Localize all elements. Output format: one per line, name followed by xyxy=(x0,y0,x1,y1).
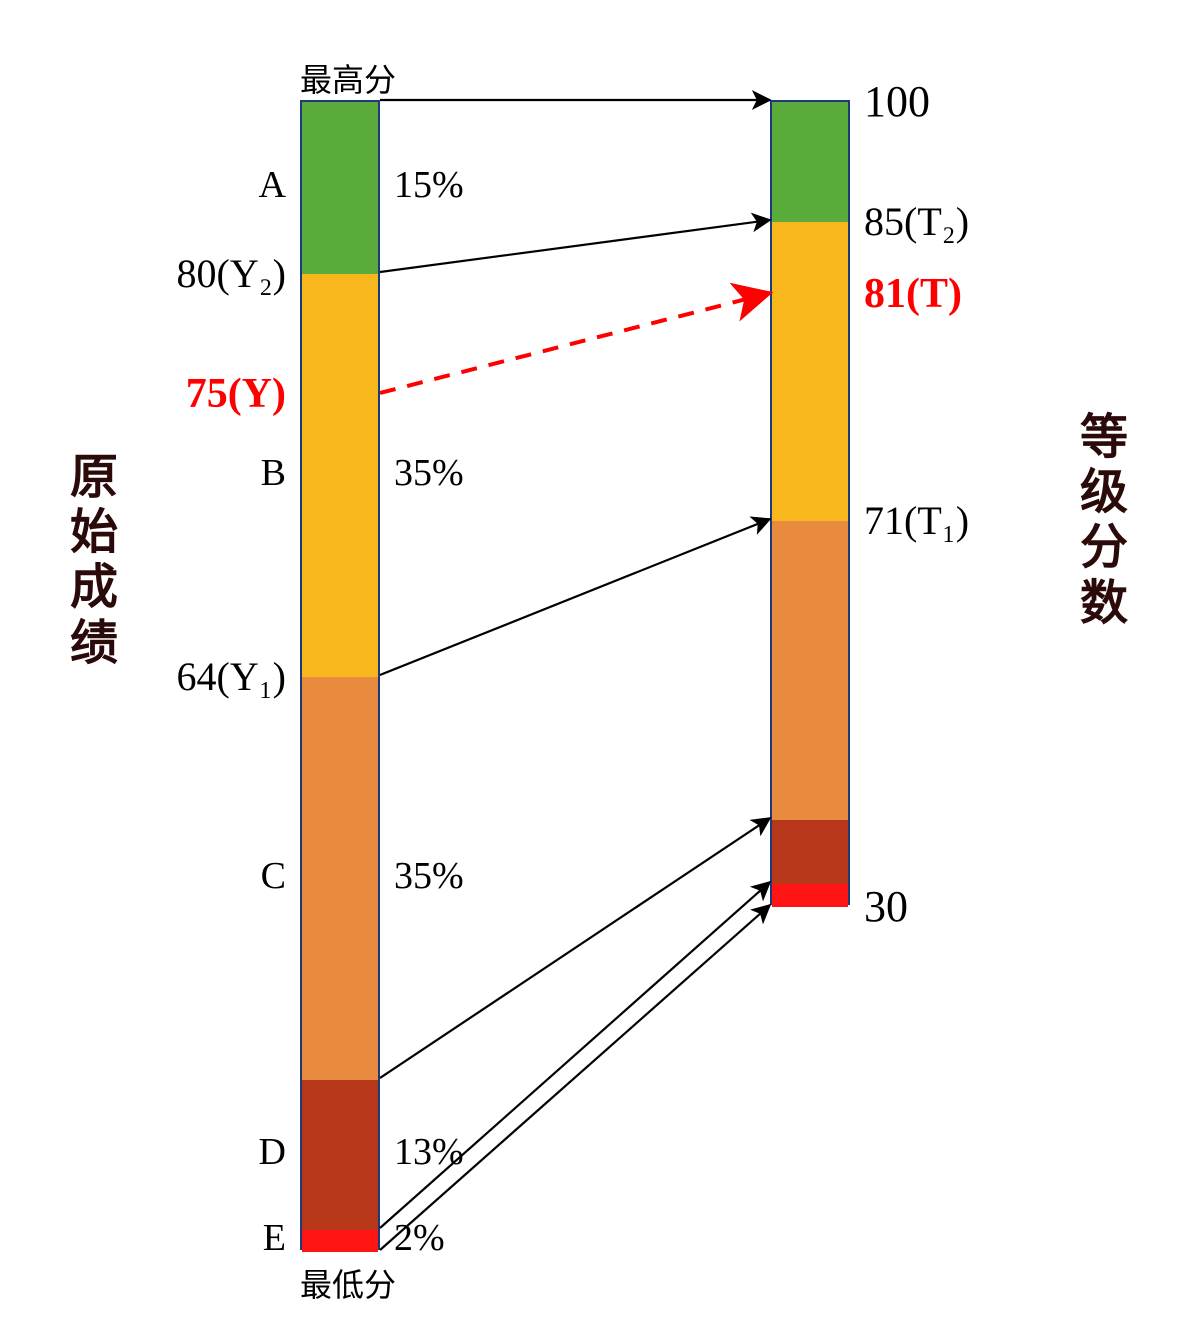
right-bar xyxy=(770,100,850,905)
pct-label: 15% xyxy=(394,163,464,207)
mapping-arrow xyxy=(380,905,770,1250)
bar-segment xyxy=(772,102,848,222)
grade-label: D xyxy=(259,1130,286,1174)
diagram-canvas: 原始成绩 等级分数 最高分 最低分 A B C DE 15% 35% 35% 13% 2% 8… xyxy=(0,0,1200,1323)
grade-label: B xyxy=(261,451,286,495)
pct-label: 35% xyxy=(394,451,464,495)
bar-segment xyxy=(772,820,848,884)
bar-segment xyxy=(302,677,378,1080)
right-value-label: 71(T₁) xyxy=(864,497,969,544)
grade-label: C xyxy=(261,854,286,898)
mapping-arrow xyxy=(380,519,770,675)
mapping-arrow xyxy=(380,882,770,1228)
mapping-arrow-dashed xyxy=(380,293,770,393)
bar-segment xyxy=(772,884,848,907)
bar-segment xyxy=(302,1080,378,1230)
left-value-label: 80(Y₂) xyxy=(177,250,286,297)
right-value-label: 81(T) xyxy=(864,270,962,318)
left-value-label: 64(Y₁) xyxy=(177,653,286,700)
pct-label: 2% xyxy=(394,1216,445,1260)
left-bar-bottom-label: 最低分 xyxy=(300,1260,396,1306)
pct-label: 13% xyxy=(394,1130,464,1174)
grade-label: E xyxy=(263,1216,286,1260)
left-bar-top-label: 最高分 xyxy=(300,55,396,101)
left-bar xyxy=(300,100,380,1250)
bar-segment xyxy=(302,1230,378,1252)
pct-label: 35% xyxy=(394,854,464,898)
left-value-label: 75(Y) xyxy=(186,370,286,418)
bar-segment xyxy=(772,222,848,521)
right-value-label: 30 xyxy=(864,881,908,932)
right-value-label: 85(T₂) xyxy=(864,198,969,245)
right-value-label: 100 xyxy=(864,76,930,127)
mapping-arrow xyxy=(380,220,770,272)
left-axis-title: 原始成绩 xyxy=(70,450,118,671)
bar-segment xyxy=(302,102,378,274)
bar-segment xyxy=(772,521,848,820)
grade-label: A xyxy=(259,163,286,207)
right-axis-title: 等级分数 xyxy=(1080,410,1128,631)
bar-segment xyxy=(302,274,378,677)
